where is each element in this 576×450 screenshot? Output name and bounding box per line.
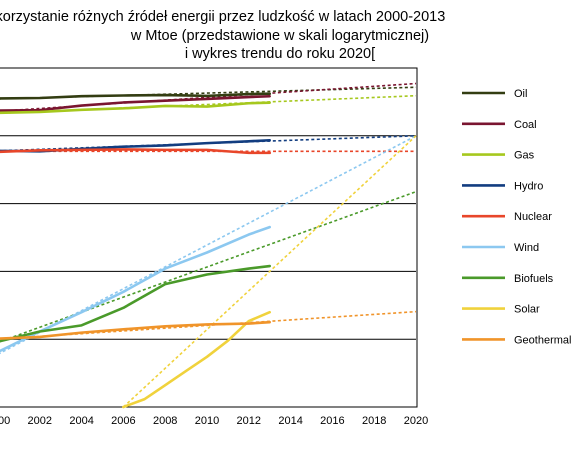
- legend: Oil Coal Gas Hydro Nuclear Wind Biofuels Solar G…: [462, 88, 571, 346]
- trend-lines: [0, 82, 417, 408]
- gridlines: [0, 135, 416, 340]
- series-lines: [0, 92, 272, 409]
- legend-item-solar: Solar: [462, 304, 540, 316]
- trend-line-oil: [0, 86, 417, 100]
- legend-label-hydro: Hydro: [514, 180, 543, 192]
- legend-label-gas: Gas: [514, 150, 535, 162]
- trend-line-coal: [0, 82, 417, 112]
- series-line-nuclear: [0, 148, 272, 155]
- series-line-gas: [0, 101, 272, 115]
- chart-title-line-1: Wykorzystanie różnych źródeł energii prz…: [0, 9, 445, 25]
- legend-label-coal: Coal: [514, 119, 537, 131]
- series-line-oil: [0, 92, 272, 100]
- chart-title-line-3: i wykres trendu do roku 2020[: [185, 46, 375, 62]
- trend-line-gas: [0, 94, 417, 114]
- trend-line-biofuels: [0, 190, 417, 343]
- legend-item-oil: Oil: [462, 88, 527, 100]
- x-tick-label-2006: 2006: [111, 415, 135, 427]
- legend-item-wind: Wind: [462, 242, 539, 254]
- trend-line-solar: [122, 135, 417, 408]
- legend-item-biofuels: Biofuels: [462, 273, 554, 285]
- legend-label-oil: Oil: [514, 88, 527, 100]
- x-tick-label-2014: 2014: [278, 415, 302, 427]
- legend-label-biofuels: Biofuels: [514, 273, 554, 285]
- x-tick-label-2010: 2010: [195, 415, 219, 427]
- legend-item-hydro: Hydro: [462, 180, 543, 192]
- x-tick-label-2002: 2002: [28, 415, 52, 427]
- legend-item-coal: Coal: [462, 119, 537, 131]
- series-line-wind: [0, 225, 272, 353]
- plot-area: [0, 67, 418, 409]
- x-tick-label-2008: 2008: [153, 415, 177, 427]
- series-line-coal: [0, 94, 272, 112]
- x-tick-label-2000: 2000: [0, 415, 10, 427]
- legend-label-geothermal: Geothermal: [514, 334, 571, 346]
- chart-title: Wykorzystanie różnych źródeł energii prz…: [0, 9, 445, 62]
- x-tick-label-2020: 2020: [404, 415, 428, 427]
- legend-label-nuclear: Nuclear: [514, 211, 552, 223]
- legend-item-nuclear: Nuclear: [462, 211, 552, 223]
- series-line-geothermal: [0, 320, 272, 340]
- legend-label-solar: Solar: [514, 304, 540, 316]
- chart-title-line-2: w Mtoe (przedstawione w skali logarytmic…: [130, 28, 429, 44]
- x-tick-label-2012: 2012: [237, 415, 261, 427]
- series-line-biofuels: [0, 264, 272, 343]
- x-tick-label-2018: 2018: [362, 415, 386, 427]
- legend-label-wind: Wind: [514, 242, 539, 254]
- x-tick-label-2004: 2004: [69, 415, 93, 427]
- x-tick-label-2016: 2016: [320, 415, 344, 427]
- legend-item-geothermal: Geothermal: [462, 334, 571, 346]
- x-axis-tick-labels: 2000 2002 2004 2006 2008 2010 2012 2014 2016 2018…: [0, 415, 428, 427]
- legend-item-gas: Gas: [462, 150, 535, 162]
- plot-frame: [0, 67, 418, 408]
